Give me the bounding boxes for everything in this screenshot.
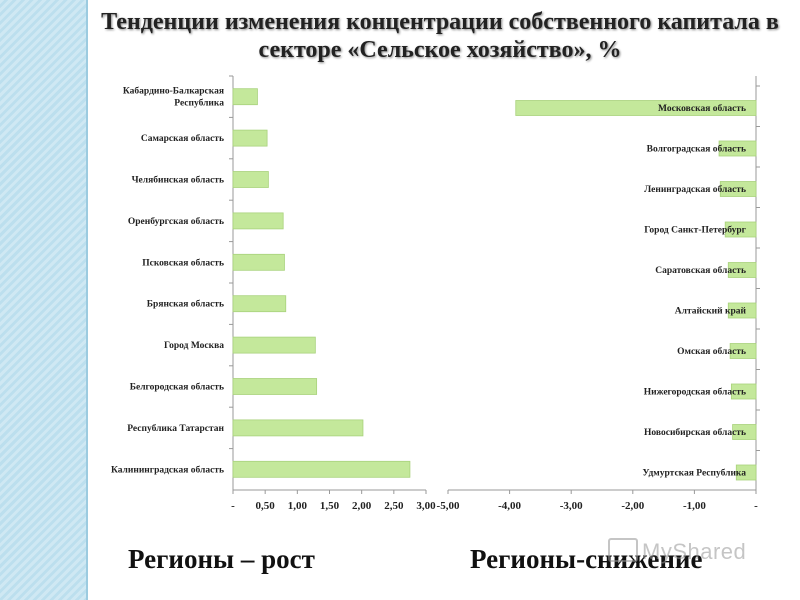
right-category-label: Волгоградская область: [647, 144, 746, 155]
right-x-tick-label: -3,00: [560, 500, 583, 512]
left-x-tick-label: 3,00: [416, 500, 436, 512]
slide-title: Тенденции изменения концентрации собстве…: [101, 9, 779, 63]
bar-growth-6: [232, 295, 287, 313]
left-category-label: Брянская область: [147, 299, 224, 310]
bar-growth-4: [232, 212, 284, 230]
left-category-label: Оренбургская область: [128, 216, 224, 227]
bar-growth-3: [232, 171, 269, 188]
bar-growth-8: [232, 378, 318, 395]
left-x-tick-label: 1,00: [288, 500, 308, 512]
right-x-tick-label: -2,00: [621, 500, 644, 512]
right-x-tick-label: -5,00: [437, 500, 460, 512]
bar-decline-10: [735, 464, 757, 481]
right-category-label: Московская область: [658, 103, 746, 114]
right-category-label: Саратовская область: [655, 265, 746, 276]
right-category-label: Омская область: [677, 346, 746, 357]
decorative-side-panel: [0, 0, 88, 600]
bar-decline-6: [727, 302, 757, 319]
left-category-label: Самарская область: [141, 133, 224, 144]
decorative-side-line: [86, 0, 88, 600]
left-x-tick-label: 2,00: [352, 500, 372, 512]
right-x-tick-label: -: [754, 500, 758, 512]
watermark-icon: [608, 538, 638, 562]
left-category-label: Город Москва: [164, 341, 224, 351]
left-x-tick-label: 2,50: [384, 500, 404, 512]
bar-growth-10: [232, 460, 411, 478]
bar-decline-5: [727, 262, 757, 278]
bar-growth-7: [232, 336, 316, 354]
bar-decline-9: [732, 424, 757, 440]
left-x-tick-label: 0,50: [256, 500, 276, 512]
left-category-label: Республика: [174, 98, 224, 109]
left-category-label: Калининградская область: [111, 464, 224, 475]
watermark-logo: MyShared: [608, 538, 746, 565]
bar-growth-1: [232, 88, 258, 106]
right-x-tick-label: -4,00: [498, 500, 521, 512]
right-category-label: Город Санкт-Петербург: [644, 225, 746, 236]
right-category-label: Удмуртская Республика: [642, 468, 746, 479]
left-category-label: Псковская область: [142, 257, 224, 268]
bar-growth-5: [232, 253, 285, 271]
left-category-label: Челябинская область: [132, 175, 224, 186]
left-x-tick-label: -: [231, 500, 235, 512]
bar-growth-9: [232, 419, 364, 437]
bar-decline-7: [729, 343, 757, 359]
watermark-text: MyShared: [642, 539, 747, 564]
bar-decline-4: [724, 221, 757, 238]
bar-decline-1: [515, 100, 757, 116]
right-category-label: Новосибирская область: [644, 427, 746, 438]
right-category-label: Нижегородская область: [644, 387, 746, 398]
left-category-label: Белгородская область: [130, 382, 224, 393]
right-x-tick-label: -1,00: [683, 500, 706, 512]
subtitle-decline: Регионы-снижение: [470, 544, 703, 574]
subtitle-growth: Регионы – рост: [128, 544, 315, 574]
left-x-tick-label: 1,50: [320, 500, 340, 512]
left-category-label: Кабардино-Балкарская: [123, 86, 224, 97]
bar-decline-3: [719, 181, 757, 197]
left-category-label: Республика Татарстан: [127, 423, 224, 434]
right-category-label: Ленинградская область: [644, 184, 746, 195]
right-category-label: Алтайский край: [675, 306, 747, 317]
bar-growth-2: [232, 129, 268, 147]
bar-decline-8: [730, 383, 757, 400]
bar-decline-2: [718, 140, 757, 157]
